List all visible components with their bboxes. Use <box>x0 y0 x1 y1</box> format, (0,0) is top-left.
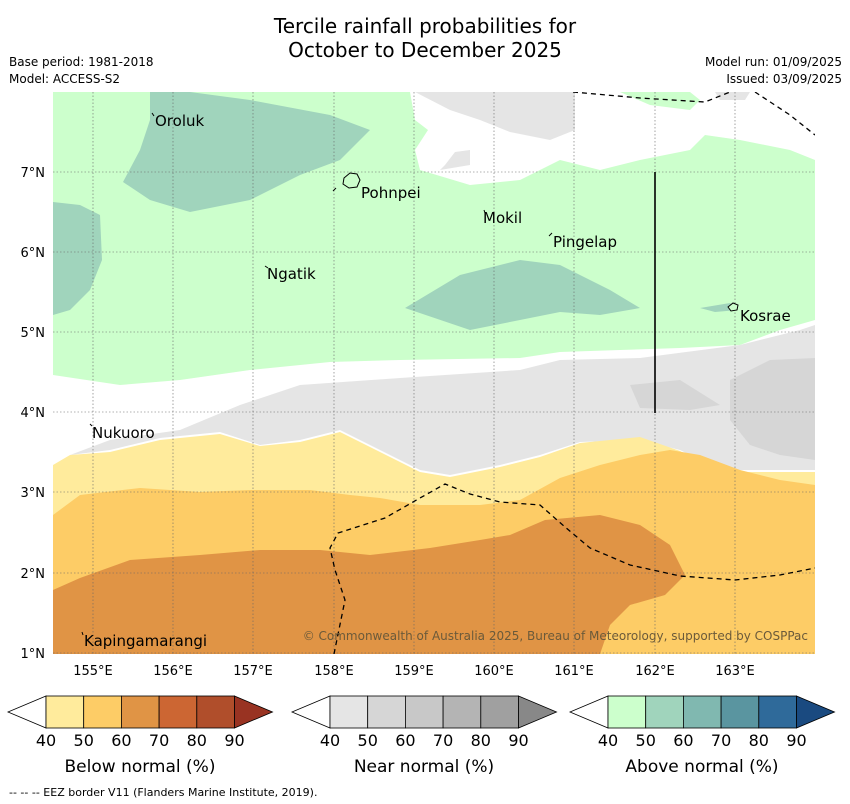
colorbar-extend-high <box>234 695 274 729</box>
colorbar-extend-low <box>568 695 609 729</box>
colorbar-tick-label: 90 <box>224 731 244 750</box>
colorbar-tick-label: 70 <box>711 731 731 750</box>
colorbar-segment <box>45 695 85 729</box>
colorbar-segment <box>83 695 122 729</box>
colorbar-tick-label: 60 <box>673 731 693 750</box>
colorbar-tick-label: 90 <box>786 731 806 750</box>
near-normal-60-region <box>730 358 815 460</box>
colorbar-tick-label: 60 <box>395 731 415 750</box>
lat-tick: 3°N <box>21 486 46 501</box>
colorbars: 40 50 60 70 80 90 40 50 60 70 80 90 40 50 60 70 80 90 <box>6 695 836 750</box>
colorbar-near-normal: 40 50 60 70 80 90 <box>290 695 558 750</box>
pohnpei-island <box>342 172 361 189</box>
place-ngatik: Ngatik <box>267 265 316 283</box>
colorbar-segment <box>196 695 235 729</box>
lat-tick: 7°N <box>21 166 46 181</box>
colorbar-tick-label: 50 <box>358 731 378 750</box>
meta-right: Model run: 01/09/2025 Issued: 03/09/2025 <box>705 54 842 88</box>
lat-tick: 2°N <box>21 567 46 582</box>
colorbar-tick-label: 90 <box>508 731 528 750</box>
near-normal-50-region <box>70 325 815 475</box>
lon-tick: 159°E <box>394 664 434 679</box>
title-line-1: Tercile rainfall probabilities for <box>273 14 577 38</box>
colorbar-segment <box>480 695 519 729</box>
colorbar-segment <box>758 695 797 729</box>
kosrae-island <box>727 302 739 312</box>
colorbar-tick-label: 40 <box>598 731 618 750</box>
colorbar-above-normal: 40 50 60 70 80 90 <box>568 695 836 750</box>
colorbar-tick-label: 80 <box>471 731 491 750</box>
lon-tick: 163°E <box>715 664 755 679</box>
colorbar-tick-label: 40 <box>36 731 56 750</box>
colorbar-tick-label: 40 <box>320 731 340 750</box>
above-normal-60-region <box>123 92 370 212</box>
model-name: Model: ACCESS-S2 <box>9 72 121 86</box>
model-run: Model run: 01/09/2025 <box>704 55 842 69</box>
title-line-2: October to December 2025 <box>288 38 562 62</box>
footnote: -- -- -- EEZ border V11 (Flanders Marine… <box>9 786 318 799</box>
place-pohnpei: Pohnpei <box>361 184 421 202</box>
colorbar-tick-label: 70 <box>433 731 453 750</box>
lat-tick: 4°N <box>21 406 46 421</box>
colorbar-segment <box>404 695 444 729</box>
colorbar-tick-label: 80 <box>749 731 769 750</box>
below-normal-60-region <box>53 515 685 654</box>
lon-tick: 161°E <box>554 664 594 679</box>
place-kapingamarangi: Kapingamarangi <box>84 632 207 650</box>
colorbar-extend-high <box>518 695 558 729</box>
colorbar-title-above: Above normal (%) <box>625 757 778 777</box>
colorbar-segment <box>367 695 406 729</box>
lon-tick: 155°E <box>73 664 113 679</box>
colorbar-title-near: Near normal (%) <box>354 757 494 777</box>
place-mokil: Mokil <box>483 209 522 227</box>
colorbar-below-normal: 40 50 60 70 80 90 <box>6 695 274 750</box>
lon-tick: 158°E <box>314 664 354 679</box>
meta-left: Base period: 1981-2018 Model: ACCESS-S2 <box>9 54 154 88</box>
lat-tick-labels: 7°N 6°N 5°N 4°N 3°N 2°N 1°N <box>21 166 46 662</box>
eez-border <box>329 92 815 654</box>
colorbar-extend-low <box>290 695 331 729</box>
colorbar-extend-low <box>6 695 47 729</box>
issued-date: Issued: 03/09/2025 <box>726 72 842 86</box>
colorbar-segment <box>683 695 722 729</box>
colorbar-segment <box>442 695 482 729</box>
colorbar-segment <box>329 695 369 729</box>
colorbar-title-below: Below normal (%) <box>65 757 216 777</box>
place-nukuoro: Nukuoro <box>92 424 155 442</box>
colorbar-segment <box>158 695 198 729</box>
place-pingelap: Pingelap <box>553 233 617 251</box>
colorbar-segment <box>720 695 760 729</box>
colorbar-segment <box>121 695 160 729</box>
lon-tick-labels: 155°E 156°E 157°E 158°E 159°E 160°E 161°… <box>73 664 755 679</box>
lon-tick: 157°E <box>233 664 273 679</box>
place-oroluk: Oroluk <box>155 112 204 130</box>
colorbar-extend-high <box>796 695 836 729</box>
colorbar-tick-label: 50 <box>74 731 94 750</box>
lon-tick: 162°E <box>635 664 675 679</box>
lat-tick: 5°N <box>21 326 46 341</box>
colorbar-tick-label: 50 <box>636 731 656 750</box>
chart-title: Tercile rainfall probabilities for Octob… <box>0 14 850 62</box>
colorbar-tick-label: 60 <box>111 731 131 750</box>
copyright-text: © Commonwealth of Australia 2025, Bureau… <box>303 629 808 643</box>
base-period: Base period: 1981-2018 <box>9 55 154 69</box>
colorbar-segment <box>645 695 684 729</box>
lon-tick: 160°E <box>474 664 514 679</box>
colorbar-segment <box>607 695 647 729</box>
colorbar-tick-label: 70 <box>149 731 169 750</box>
colorbar-tick-label: 80 <box>187 731 207 750</box>
lat-tick: 6°N <box>21 246 46 261</box>
place-kosrae: Kosrae <box>740 307 791 325</box>
lon-tick: 156°E <box>153 664 193 679</box>
map-field <box>53 92 815 654</box>
lat-tick: 1°N <box>21 647 46 662</box>
